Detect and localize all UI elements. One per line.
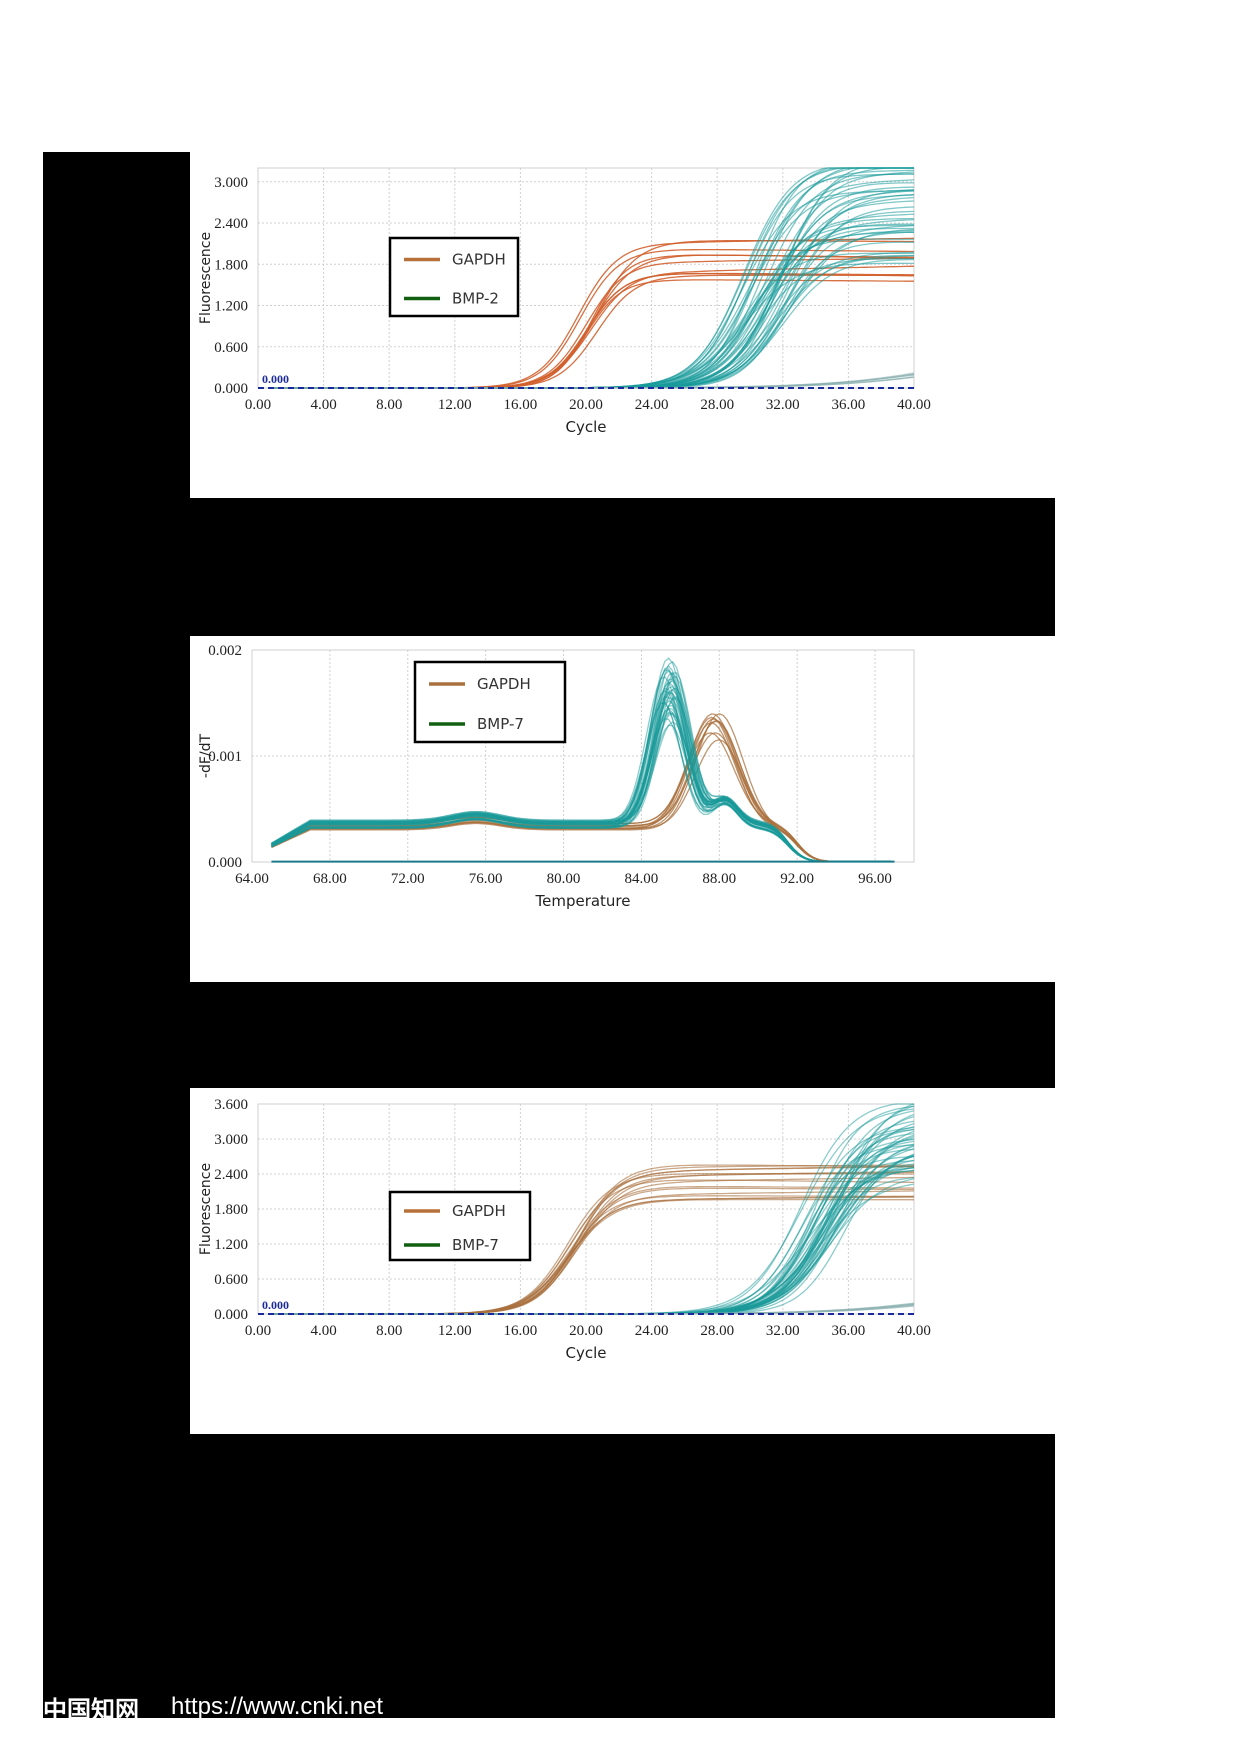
y-tick-label: 0.600 [214, 1272, 248, 1288]
legend-label: BMP-7 [452, 1236, 499, 1254]
y-tick-label: 1.200 [214, 299, 248, 315]
x-tick-label: 12.00 [438, 1323, 472, 1339]
x-tick-label: 32.00 [766, 1323, 800, 1339]
x-tick-label: 64.00 [235, 871, 269, 887]
x-tick-label: 16.00 [504, 1323, 538, 1339]
x-axis-label: Temperature [534, 892, 630, 910]
chart-panel-melt-bmp7: 64.00 68.00 72.00 76.00 80.00 84.00 88.00 92.00… [190, 636, 1055, 982]
y-tick-label: 0.002 [208, 643, 242, 659]
y-axis-label: Fluorescence [198, 1163, 214, 1255]
x-axis-label: Cycle [566, 1344, 607, 1362]
series-line [271, 695, 891, 863]
x-tick-label: 24.00 [635, 397, 669, 413]
y-tick-label: 0.000 [214, 381, 248, 397]
threshold-label: 0.000 [262, 1298, 289, 1312]
x-axis-label: Cycle [566, 418, 607, 436]
series-bmp-7 [271, 657, 891, 863]
x-tick-label: 28.00 [700, 397, 734, 413]
threshold-label: 0.000 [262, 372, 289, 386]
x-tick-label: 28.00 [700, 1323, 734, 1339]
footer: 中国知网 https://www.cnki.net [43, 1690, 383, 1724]
x-tick-label: 16.00 [504, 397, 538, 413]
series-line [271, 681, 891, 863]
y-tick-label: 1.800 [214, 257, 248, 273]
x-tick-label: 12.00 [438, 397, 472, 413]
x-tick-label: 36.00 [832, 1323, 866, 1339]
legend-box [388, 236, 520, 318]
y-tick-label: 0.000 [208, 855, 242, 871]
x-tick-label: 84.00 [625, 871, 659, 887]
x-tick-label: 4.00 [310, 397, 336, 413]
x-tick-label: 80.00 [547, 871, 581, 887]
y-tick-label: 0.600 [214, 340, 248, 356]
x-tick-label: 92.00 [780, 871, 814, 887]
y-tick-label: 1.200 [214, 1237, 248, 1253]
x-tick-label: 76.00 [469, 871, 503, 887]
x-tick-label: 40.00 [897, 1323, 931, 1339]
black-gap [190, 498, 1055, 636]
y-tick-label: 2.400 [214, 1167, 248, 1183]
y-tick-label: 3.600 [214, 1097, 248, 1113]
cnki-logo: 中国知网 [43, 1695, 139, 1724]
y-tick-label: 3.000 [214, 1132, 248, 1148]
legend: GAPDH BMP-2 [388, 236, 520, 318]
y-axis-label: Fluorescence [198, 232, 214, 324]
amplification-chart-bmp2: 0.00 4.00 8.00 12.00 16.00 20.00 24.00 28.00 32.… [198, 167, 931, 436]
y-tick-label: 3.000 [214, 175, 248, 191]
x-tick-label: 40.00 [897, 397, 931, 413]
x-tick-label: 4.00 [310, 1323, 336, 1339]
x-tick-label: 36.00 [832, 397, 866, 413]
legend-box [413, 660, 567, 744]
y-tick-label: 1.800 [214, 1202, 248, 1218]
melt-curve-chart-bmp7: 64.00 68.00 72.00 76.00 80.00 84.00 88.00 92.00… [198, 643, 915, 910]
legend: GAPDH BMP-7 [388, 1190, 532, 1262]
x-tick-label: 20.00 [569, 1323, 603, 1339]
legend-box [388, 1190, 532, 1262]
y-tick-label: 0.001 [208, 749, 242, 765]
x-tick-label: 32.00 [766, 397, 800, 413]
chart-panel-amplification-bmp2: 0.00 4.00 8.00 12.00 16.00 20.00 24.00 28.00 32.… [190, 152, 1055, 498]
x-tick-label: 88.00 [702, 871, 736, 887]
x-tick-label: 0.00 [245, 1323, 271, 1339]
legend-label: GAPDH [477, 675, 531, 693]
chart-panel-amplification-bmp7: 0.00 4.00 8.00 12.00 16.00 20.00 24.00 28.00 32.… [190, 1088, 1055, 1434]
y-axis-label: -dF/dT [198, 733, 214, 778]
x-tick-label: 68.00 [313, 871, 347, 887]
amplification-chart-bmp7: 0.00 4.00 8.00 12.00 16.00 20.00 24.00 28.00 32.… [198, 1097, 931, 1362]
x-tick-label: 8.00 [376, 1323, 402, 1339]
y-tick-label: 2.400 [214, 216, 248, 232]
cnki-url[interactable]: https://www.cnki.net [171, 1693, 384, 1720]
x-tick-label: 0.00 [245, 397, 271, 413]
legend-label: BMP-2 [452, 290, 499, 308]
x-tick-label: 24.00 [635, 1323, 669, 1339]
x-tick-label: 8.00 [376, 397, 402, 413]
x-tick-label: 72.00 [391, 871, 425, 887]
legend: GAPDH BMP-7 [413, 660, 567, 744]
y-tick-label: 0.000 [214, 1307, 248, 1323]
legend-label: GAPDH [452, 251, 506, 269]
x-tick-label: 96.00 [858, 871, 892, 887]
legend-label: GAPDH [452, 1202, 506, 1220]
x-tick-label: 20.00 [569, 397, 603, 413]
legend-label: BMP-7 [477, 715, 524, 733]
